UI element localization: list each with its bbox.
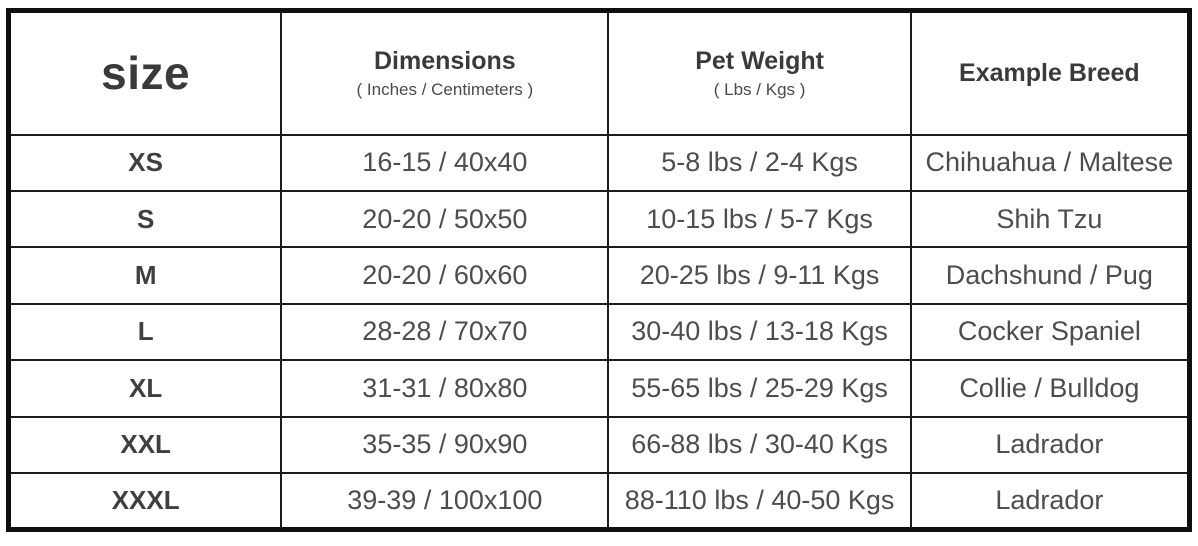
table-row-xxxl: XXXL 39-39 / 100x100 88-110 lbs / 40-50 … xyxy=(7,472,1191,531)
dimensions-cell: 20-20 / 60x60 xyxy=(280,246,610,305)
size-cell: S xyxy=(7,189,283,249)
dimensions-cell: 39-39 / 100x100 xyxy=(280,472,610,531)
dimensions-header-label: Dimensions xyxy=(374,46,516,75)
breed-cell: Ladrador xyxy=(909,415,1191,475)
weight-cell: 30-40 lbs / 13-18 Kgs xyxy=(607,302,912,362)
dimensions-cell: 28-28 / 70x70 xyxy=(280,302,610,362)
table-row-m: M 20-20 / 60x60 20-25 lbs / 9-11 Kgs Dac… xyxy=(7,246,1191,305)
table-row-xl: XL 31-31 / 80x80 55-65 lbs / 25-29 Kgs C… xyxy=(7,359,1191,418)
table-row-xxl: XXL 35-35 / 90x90 66-88 lbs / 30-40 Kgs … xyxy=(7,415,1191,475)
example-breed-header-label: Example Breed xyxy=(959,58,1140,87)
dimensions-cell: 31-31 / 80x80 xyxy=(280,359,610,418)
pet-size-chart: size Dimensions ( Inches / Centimeters )… xyxy=(6,8,1192,532)
weight-cell: 10-15 lbs / 5-7 Kgs xyxy=(607,189,912,249)
weight-cell: 66-88 lbs / 30-40 Kgs xyxy=(607,415,912,475)
dimensions-cell: 35-35 / 90x90 xyxy=(280,415,610,475)
dimensions-header-units: ( Inches / Centimeters ) xyxy=(356,80,534,100)
breed-cell: Dachshund / Pug xyxy=(909,246,1191,305)
table-row-l: L 28-28 / 70x70 30-40 lbs / 13-18 Kgs Co… xyxy=(7,302,1191,362)
size-cell: XXXL xyxy=(7,472,283,531)
table-row-s: S 20-20 / 50x50 10-15 lbs / 5-7 Kgs Shih… xyxy=(7,189,1191,249)
size-cell: XS xyxy=(7,133,283,192)
breed-cell: Cocker Spaniel xyxy=(909,302,1191,362)
weight-cell: 55-65 lbs / 25-29 Kgs xyxy=(607,359,912,418)
breed-cell: Ladrador xyxy=(909,472,1191,531)
breed-cell: Collie / Bulldog xyxy=(909,359,1191,418)
dimensions-cell: 20-20 / 50x50 xyxy=(280,189,610,249)
pet-weight-header-label: Pet Weight xyxy=(695,46,824,75)
pet-weight-header-units: ( Lbs / Kgs ) xyxy=(713,80,806,100)
weight-cell: 88-110 lbs / 40-50 Kgs xyxy=(607,472,912,531)
column-header-pet-weight: Pet Weight ( Lbs / Kgs ) xyxy=(607,9,912,136)
size-cell: XXL xyxy=(7,415,283,475)
column-header-dimensions: Dimensions ( Inches / Centimeters ) xyxy=(280,9,610,136)
size-cell: L xyxy=(7,302,283,362)
breed-cell: Chihuahua / Maltese xyxy=(909,133,1191,192)
header-row: size Dimensions ( Inches / Centimeters )… xyxy=(7,9,1191,136)
size-cell: XL xyxy=(7,359,283,418)
weight-cell: 5-8 lbs / 2-4 Kgs xyxy=(607,133,912,192)
column-header-size: size xyxy=(7,9,283,136)
breed-cell: Shih Tzu xyxy=(909,189,1191,249)
size-header-label: size xyxy=(101,46,191,99)
size-chart-table: size Dimensions ( Inches / Centimeters )… xyxy=(6,8,1192,532)
weight-cell: 20-25 lbs / 9-11 Kgs xyxy=(607,246,912,305)
column-header-example-breed: Example Breed xyxy=(909,9,1191,136)
size-cell: M xyxy=(7,246,283,305)
table-row-xs: XS 16-15 / 40x40 5-8 lbs / 2-4 Kgs Chihu… xyxy=(7,133,1191,192)
dimensions-cell: 16-15 / 40x40 xyxy=(280,133,610,192)
